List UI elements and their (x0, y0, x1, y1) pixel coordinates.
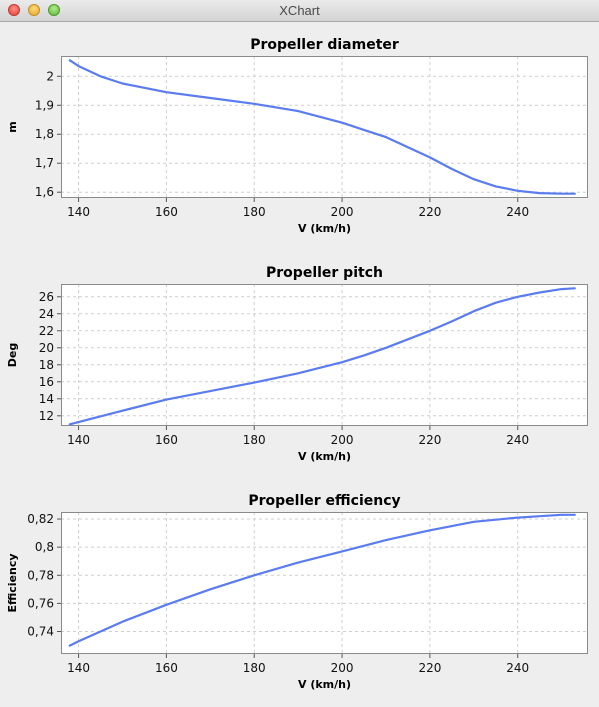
y-axis-title: m (6, 121, 19, 132)
plot-border (61, 512, 588, 654)
x-tick-label: 160 (155, 433, 178, 447)
x-tick-label: 220 (418, 661, 441, 675)
x-axis-title: V (km/h) (298, 450, 351, 463)
y-axis-title: Efficiency (6, 553, 19, 612)
y-tick-label: 2 (46, 69, 54, 83)
y-axis-title: Deg (6, 343, 19, 367)
chart-title: Propeller diameter (250, 37, 399, 53)
chart-propeller-diameter: Propeller diameter 140 160 180 200 220 240 1,6 1… (0, 23, 599, 251)
propeller-pitch-chart-svg: Propeller pitch 140 160 180 200 220 240 12 14 16 1… (6, 265, 588, 463)
y-tick-label: 1,9 (35, 98, 54, 112)
series-line (68, 513, 576, 647)
x-tick-label: 160 (155, 661, 178, 675)
plot-area (61, 284, 588, 426)
y-tick-label: 14 (39, 392, 54, 406)
x-tick-label: 240 (506, 661, 529, 675)
chart-title: Propeller pitch (266, 265, 383, 281)
y-tick-label: 26 (39, 290, 54, 304)
y-tick-label: 0,78 (27, 568, 54, 582)
y-tick-label: 16 (39, 375, 54, 389)
y-tick-label: 0,76 (27, 596, 54, 610)
y-tick-label: 1,6 (35, 185, 54, 199)
x-tick-label: 200 (331, 661, 354, 675)
x-tick-label: 200 (331, 433, 354, 447)
y-tick-label: 24 (39, 307, 54, 321)
x-tick-label: 220 (418, 205, 441, 219)
y-tick-label: 1,7 (35, 156, 54, 170)
y-tick-label: 0,82 (27, 512, 54, 526)
plot-area (61, 56, 588, 198)
minimize-window-button[interactable] (28, 4, 40, 16)
y-tick-label: 22 (39, 324, 54, 338)
x-tick-label: 140 (67, 205, 90, 219)
x-tick-label: 160 (155, 205, 178, 219)
y-tick-label: 0,8 (35, 540, 54, 554)
x-axis-title: V (km/h) (298, 678, 351, 691)
x-tick-label: 180 (243, 433, 266, 447)
y-tick-label: 20 (39, 341, 54, 355)
plot-area (61, 512, 588, 654)
close-window-button[interactable] (8, 4, 20, 16)
x-tick-label: 180 (243, 205, 266, 219)
y-tick-label: 12 (39, 409, 54, 423)
propeller-diameter-chart-svg: Propeller diameter 140 160 180 200 220 240 1,6 1… (6, 37, 588, 235)
propeller-efficiency-chart-svg: Propeller efficiency 140 160 180 200 220 240 0,… (6, 493, 588, 691)
x-tick-label: 240 (506, 205, 529, 219)
series-line (68, 59, 576, 195)
x-tick-label: 180 (243, 661, 266, 675)
plot-border (61, 284, 588, 426)
window-title: XChart (279, 3, 320, 18)
x-tick-label: 200 (331, 205, 354, 219)
y-tick-label: 18 (39, 358, 54, 372)
y-tick-label: 0,74 (27, 625, 54, 639)
x-tick-label: 240 (506, 433, 529, 447)
x-tick-label: 140 (67, 433, 90, 447)
y-tick-label: 1,8 (35, 127, 54, 141)
chart-propeller-efficiency: Propeller efficiency 140 160 180 200 220 240 0,… (0, 479, 599, 707)
x-tick-label: 220 (418, 433, 441, 447)
series-line (68, 287, 576, 426)
chart-title: Propeller efficiency (248, 493, 400, 509)
title-bar: XChart (0, 0, 599, 22)
x-tick-label: 140 (67, 661, 90, 675)
zoom-window-button[interactable] (48, 4, 60, 16)
plot-border (61, 56, 588, 198)
x-axis-title: V (km/h) (298, 222, 351, 235)
chart-propeller-pitch: Propeller pitch 140 160 180 200 220 240 12 14 16 1… (0, 251, 599, 479)
